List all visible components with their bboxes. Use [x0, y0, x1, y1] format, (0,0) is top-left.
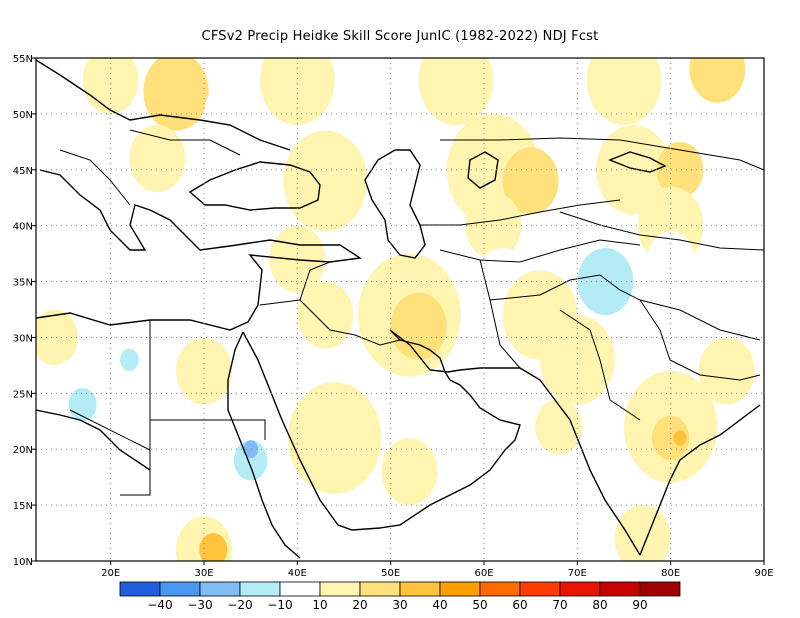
skill-region	[45, 102, 102, 170]
colorbar-swatch	[239, 581, 281, 597]
skill-region	[502, 147, 559, 215]
skill-region	[59, 521, 106, 561]
skill-region	[535, 398, 583, 455]
skill-region	[390, 292, 447, 360]
skill-region	[119, 348, 139, 371]
skill-region	[243, 440, 259, 459]
skill-region	[129, 125, 186, 193]
coastlines	[36, 59, 761, 559]
colorbar-swatch	[399, 581, 441, 597]
colorbar-label: 70	[552, 598, 567, 612]
skill-region	[596, 125, 671, 215]
skill-region	[143, 58, 209, 131]
skill-region	[283, 130, 368, 232]
colorbar-label: 50	[472, 598, 487, 612]
x-tick-label: 70E	[568, 568, 587, 579]
colorbar-label: 40	[432, 598, 447, 612]
colorbar-swatch	[319, 581, 361, 597]
skill-region	[222, 393, 260, 439]
country-borders	[59, 129, 764, 496]
colorbar-swatch	[599, 581, 641, 597]
skill-region	[673, 430, 687, 446]
plot-frame	[35, 57, 765, 562]
colorbar-label: 60	[512, 598, 527, 612]
axis-ticks: 20E 30E 40E 50E 60E 70E 80E 90E 10N 15N 20N 25N 30N 3…	[13, 54, 774, 579]
colorbar-swatch	[199, 581, 241, 597]
colorbar-label: −20	[227, 598, 252, 612]
colorbar-label: −40	[147, 598, 172, 612]
colorbar-swatch	[639, 581, 681, 597]
skill-region	[577, 248, 634, 316]
skill-region	[176, 337, 232, 405]
colorbar-swatch	[479, 581, 521, 597]
colorbar-label: 80	[592, 598, 607, 612]
x-tick-label: 80E	[661, 568, 680, 579]
x-tick-label: 60E	[474, 568, 493, 579]
colorbar-label: 10	[312, 598, 327, 612]
colorbar-label: 20	[352, 598, 367, 612]
skill-region	[233, 440, 268, 481]
y-tick-label: 50N	[13, 110, 33, 121]
colorbar-swatch	[119, 581, 161, 597]
skill-region	[647, 231, 695, 288]
colorbar-swatch	[519, 581, 561, 597]
colorbar-label: −10	[267, 598, 292, 612]
y-tick-label: 55N	[13, 54, 33, 65]
colorbar: −40 −30 −20 −10 10 20 30 40 50 60 70 80 90	[119, 581, 681, 612]
y-tick-label: 25N	[13, 389, 33, 400]
skill-region	[418, 58, 494, 126]
x-tick-label: 40E	[288, 568, 307, 579]
colorbar-swatch	[559, 581, 601, 597]
skill-region	[656, 141, 704, 198]
colorbar-label: 30	[392, 598, 407, 612]
skill-region	[222, 214, 279, 282]
skill-region	[689, 58, 746, 103]
y-tick-label: 35N	[13, 278, 33, 289]
skill-region	[288, 382, 382, 494]
skill-region	[143, 488, 191, 545]
y-tick-label: 30N	[13, 333, 33, 344]
skill-region	[614, 505, 671, 561]
skill-region	[381, 438, 438, 506]
skill-region	[260, 58, 335, 126]
skill-region	[199, 533, 228, 561]
x-tick-label: 20E	[101, 568, 120, 579]
x-tick-label: 50E	[381, 568, 400, 579]
colorbar-swatch	[279, 581, 321, 597]
colorbar-swatch	[439, 581, 481, 597]
y-tick-label: 40N	[13, 222, 33, 233]
colorbar-swatch	[359, 581, 401, 597]
skill-region	[297, 281, 354, 349]
y-tick-label: 45N	[13, 166, 33, 177]
y-tick-label: 15N	[13, 501, 33, 512]
skill-region	[586, 58, 662, 126]
map-title: CFSv2 Precip Heidke Skill Score JunIC (1…	[201, 29, 599, 44]
x-tick-label: 90E	[754, 568, 773, 579]
skill-region	[465, 192, 522, 260]
y-tick-label: 10N	[13, 557, 33, 568]
colorbar-label: 90	[632, 598, 647, 612]
colorbar-label: −30	[187, 598, 212, 612]
y-tick-label: 20N	[13, 445, 33, 456]
skill-region	[698, 337, 755, 405]
colorbar-swatch	[159, 581, 201, 597]
x-tick-label: 30E	[194, 568, 213, 579]
